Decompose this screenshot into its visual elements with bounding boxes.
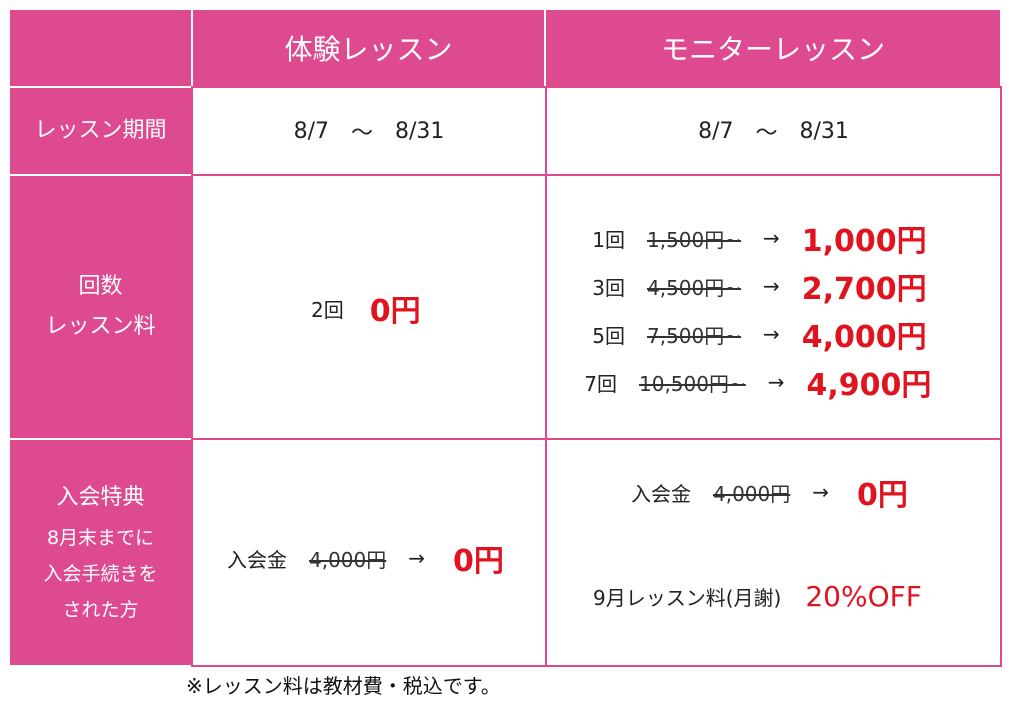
period-monitor-tilde: ～ <box>755 121 778 146</box>
fee-monitor-times-4: 7回 <box>584 371 617 396</box>
fee-monitor-row-3: 5回 7,500円~ → 4,000円 <box>577 312 927 356</box>
header-monitor-title: モニターレッスン <box>660 33 885 66</box>
label-fee-line1: 回数 <box>78 274 123 299</box>
period-trial: 8/7 ～ 8/31 <box>193 88 545 174</box>
benefit-trial-name: 入会金 <box>227 547 287 572</box>
benefit-monitor-entry-price: 0円 <box>857 478 908 513</box>
benefit-trial-price: 0円 <box>453 544 504 579</box>
fee-trial-times: 2回 <box>311 297 344 322</box>
period-monitor-cell: 8/7 ～ 8/31 <box>545 86 1002 176</box>
label-benefit-cell: 入会特典 8月末までに 入会手続きを された方 <box>10 440 191 665</box>
fee-monitor-original-1: 1,500円~ <box>647 227 742 252</box>
fee-trial-row: 2回 0円 <box>311 286 421 330</box>
header-trial-cell: 体験レッスン <box>193 10 544 86</box>
label-benefit-sub1: 8月末までに <box>46 526 155 549</box>
period-trial-cell: 8/7 ～ 8/31 <box>191 86 547 176</box>
fee-monitor-price-2: 2,700円 <box>801 272 927 307</box>
fee-monitor-row-1: 1回 1,500円~ → 1,000円 <box>577 216 927 260</box>
fee-monitor-original-3: 7,500円~ <box>647 323 742 348</box>
period-monitor-end: 8/31 <box>799 118 849 144</box>
period-trial-end: 8/31 <box>395 118 445 144</box>
period-trial-tilde: ～ <box>350 121 373 146</box>
fee-monitor-arrow-2: → <box>763 274 780 298</box>
label-benefit-sub3: された方 <box>62 598 139 621</box>
header-monitor-cell: モニターレッスン <box>546 10 1000 86</box>
benefit-monitor-discount-name: 9月レッスン料(月謝) <box>593 586 782 610</box>
period-trial-start: 8/7 <box>293 118 329 144</box>
benefit-trial-cell: 入会金 4,000円 → 0円 <box>191 438 547 667</box>
benefit-monitor-cell: 入会金 4,000円 → 0円 9月レッスン料(月謝) 20%OFF <box>545 438 1002 667</box>
fee-monitor-row-4: 7回 10,500円~ → 4,900円 <box>569 360 931 404</box>
header-trial-title: 体験レッスン <box>284 33 453 66</box>
benefit-trial-row: 入会金 4,000円 → 0円 <box>227 536 504 580</box>
fee-monitor-arrow-4: → <box>767 370 785 394</box>
fee-monitor-times-3: 5回 <box>592 323 625 348</box>
period-monitor-start: 8/7 <box>698 118 734 144</box>
fee-monitor-original-2: 4,500円~ <box>647 275 742 300</box>
fee-monitor-row-2: 3回 4,500円~ → 2,700円 <box>577 264 927 308</box>
period-monitor: 8/7 ～ 8/31 <box>547 88 1000 174</box>
benefit-monitor-entry-arrow: → <box>812 480 830 504</box>
benefit-monitor-entry-row: 入会金 4,000円 → 0円 <box>631 470 908 514</box>
label-benefit-sub2: 入会手続きを <box>43 562 158 585</box>
fee-monitor-cell: 1回 1,500円~ → 1,000円 3回 4,500円~ → 2,700円 … <box>545 174 1002 440</box>
fee-trial-price: 0円 <box>369 294 421 329</box>
fee-monitor-times-2: 3回 <box>592 275 625 300</box>
benefit-monitor-entry-name: 入会金 <box>631 481 691 506</box>
benefit-monitor-entry-original: 4,000円 <box>713 481 791 506</box>
fee-monitor-arrow-1: → <box>763 226 780 250</box>
fee-monitor-original-4: 10,500円~ <box>639 371 746 396</box>
fee-monitor-price-1: 1,000円 <box>801 224 927 259</box>
label-fee-cell: 回数 レッスン料 <box>10 176 191 438</box>
fee-monitor-price-4: 4,900円 <box>806 368 932 403</box>
label-period-cell: レッスン期間 <box>10 88 191 174</box>
fee-monitor-times-1: 1回 <box>592 227 625 252</box>
fee-monitor-price-3: 4,000円 <box>801 320 927 355</box>
label-period: レッスン期間 <box>34 118 167 143</box>
label-benefit-main: 入会特典 <box>56 484 145 510</box>
label-fee-line2: レッスン料 <box>45 314 156 339</box>
header-corner-cell <box>10 10 191 86</box>
benefit-monitor-discount-row: 9月レッスン料(月謝) 20%OFF <box>593 580 922 613</box>
benefit-monitor-discount-value: 20%OFF <box>805 580 922 613</box>
benefit-trial-arrow: → <box>408 546 426 570</box>
benefit-trial-original: 4,000円 <box>309 547 387 572</box>
footnote: ※レッスン料は教材費・税込です。 <box>186 674 501 698</box>
fee-monitor-arrow-3: → <box>763 322 780 346</box>
fee-trial-cell: 2回 0円 <box>191 174 547 440</box>
